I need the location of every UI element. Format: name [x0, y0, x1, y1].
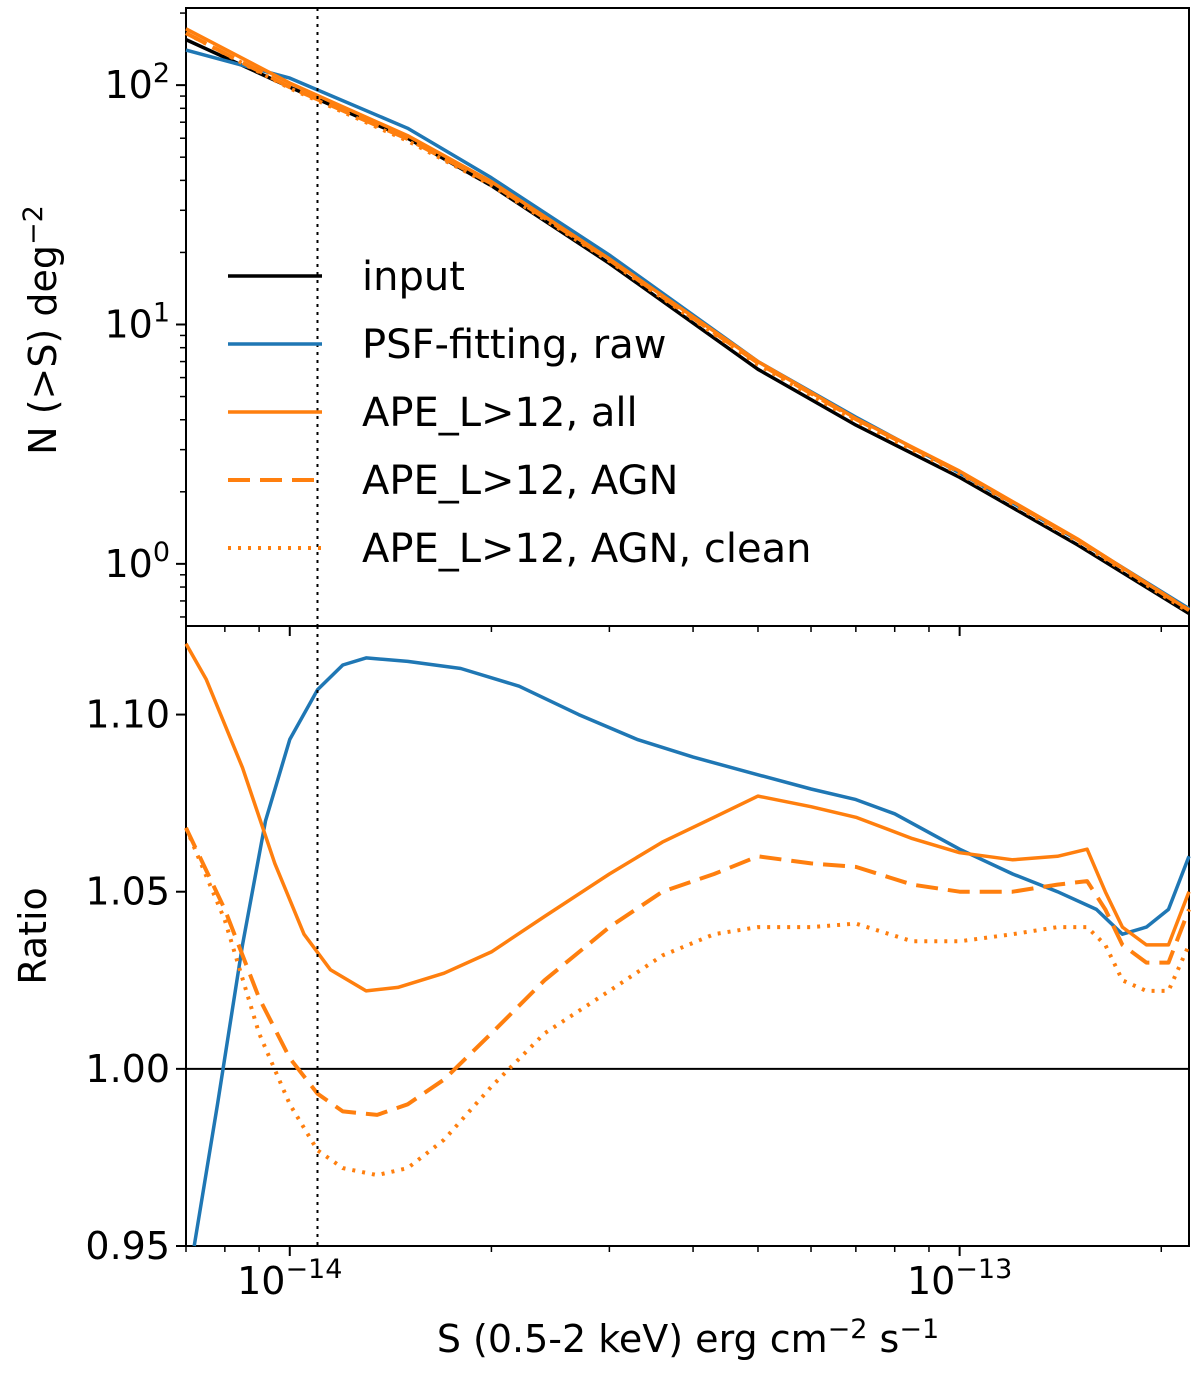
tick-base: 10 [104, 63, 152, 107]
legend: input PSF-fitting, raw APE_L>12, all APE_L>… [228, 254, 811, 572]
bottom-series-1 [184, 642, 1191, 993]
tick-base: 10 [907, 1259, 955, 1303]
bottom-y-axis-label: Ratio [11, 887, 55, 985]
bottom-y-tick-label: 1.05 [85, 870, 170, 914]
bottom-y-tick-label: 0.95 [85, 1224, 170, 1268]
tick-exp: −13 [955, 1254, 1012, 1285]
top-series-2 [185, 27, 1190, 612]
tick-base: 10 [104, 542, 152, 586]
legend-label-0: input [362, 254, 465, 300]
tick-exp: 2 [153, 58, 170, 89]
top-series-lines [185, 27, 1191, 615]
bottom-y-tick-label: 1.00 [85, 1047, 170, 1091]
tick-base: 10 [237, 1259, 285, 1303]
tick-base: 10 [104, 302, 152, 346]
top-ylabel-sup: −2 [18, 205, 49, 245]
xlabel-part-1: −2 [828, 1314, 868, 1345]
legend-label-4: APE_L>12, AGN, clean [362, 526, 811, 572]
top-ylabel-text: N (>S) deg [21, 245, 65, 455]
xlabel-part-2: s [867, 1317, 899, 1361]
legend-label-1: PSF-fitting, raw [362, 322, 666, 368]
bottom-series-3 [184, 827, 1191, 1178]
bottom-series-lines [184, 642, 1191, 1247]
top-series-1 [185, 48, 1190, 611]
xlabel-part-0: S (0.5-2 keV) erg cm [437, 1317, 828, 1361]
xlabel-part-3: −1 [899, 1314, 939, 1345]
bottom-y-tick-label: 1.10 [85, 693, 170, 737]
top-y-axis-label: N (>S) deg−2 [18, 205, 65, 455]
tick-exp: 1 [153, 297, 170, 328]
bottom-series-2 [184, 827, 1191, 1117]
top-y-tick-label: 100 [104, 537, 170, 586]
legend-label-2: APE_L>12, all [362, 390, 638, 436]
tick-exp: 0 [153, 537, 170, 568]
tick-exp: −14 [285, 1254, 342, 1285]
bottom-plot-frame [185, 625, 1190, 1247]
top-y-tick-label: 102 [104, 58, 170, 107]
top-series-4 [185, 31, 1191, 614]
top-y-tick-label: 101 [104, 297, 170, 346]
bottom-x-tick-label: 10−14 [237, 1254, 342, 1303]
x-axis-label: S (0.5-2 keV) erg cm−2 s−1 [437, 1314, 939, 1361]
legend-label-3: APE_L>12, AGN [362, 458, 678, 504]
bottom-x-tick-label: 10−13 [907, 1254, 1012, 1303]
bottom-series-0 [192, 656, 1191, 1247]
